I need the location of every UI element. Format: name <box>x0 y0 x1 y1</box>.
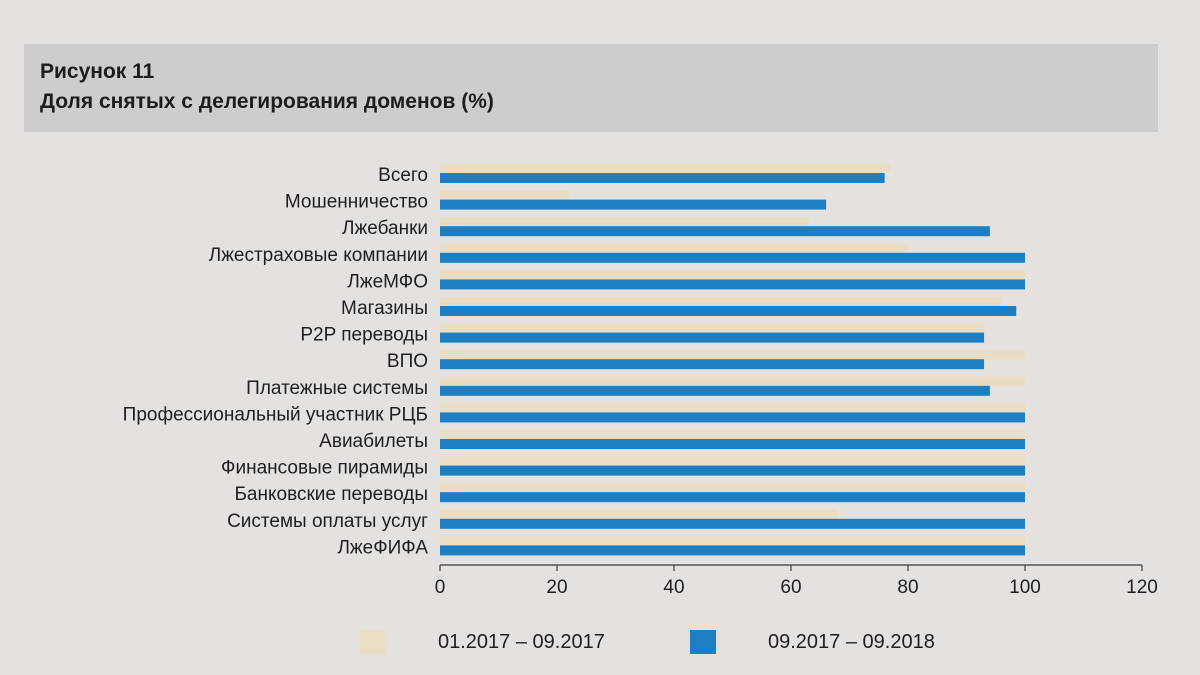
chart-legend: 01.2017 – 09.2017 09.2017 – 09.2018 <box>360 630 1000 664</box>
category-label-11: Финансовые пирамиды <box>221 458 428 479</box>
bar-series-1-10 <box>440 430 1025 439</box>
x-tick-label-2: 40 <box>663 577 684 598</box>
legend-swatch-series-1 <box>360 630 386 654</box>
bar-series-1-4 <box>440 270 1025 280</box>
category-label-2: Лжебанки <box>342 218 428 239</box>
bar-series-2-12 <box>440 492 1025 503</box>
bar-series-2-14 <box>440 545 1025 556</box>
legend-swatch-series-2 <box>690 630 716 654</box>
bar-series-1-8 <box>440 376 1025 386</box>
figure-title: Доля снятых с делегирования доменов (%) <box>40 90 494 113</box>
category-label-4: ЛжеМФО <box>347 271 428 292</box>
legend-label-series-2: 09.2017 – 09.2018 <box>768 630 935 653</box>
category-label-3: Лжестраховые компании <box>209 245 428 266</box>
category-label-7: ВПО <box>387 351 428 372</box>
bar-series-1-2 <box>440 217 809 227</box>
figure-number: Рисунок 11 <box>40 60 155 83</box>
category-label-9: Профессиональный участник РЦБ <box>123 404 428 425</box>
legend-item-series-1: 01.2017 – 09.2017 <box>360 630 605 654</box>
x-tick-label-4: 80 <box>897 577 918 598</box>
bar-series-1-9 <box>440 403 1025 413</box>
category-label-6: P2P переводы <box>300 325 428 346</box>
bar-series-1-1 <box>440 190 569 200</box>
bar-series-1-0 <box>440 164 891 173</box>
x-tick-label-1: 20 <box>546 577 567 598</box>
x-tick-label-6: 120 <box>1126 577 1158 598</box>
bar-series-2-7 <box>440 359 985 370</box>
bar-series-1-13 <box>440 509 838 519</box>
bar-series-2-11 <box>440 465 1025 476</box>
category-label-14: ЛжеФИФА <box>337 537 428 558</box>
bar-series-2-0 <box>440 173 885 183</box>
category-label-10: Авиабилеты <box>319 431 428 452</box>
bar-series-2-5 <box>440 306 1017 316</box>
bar-series-2-3 <box>440 252 1025 263</box>
bar-series-1-11 <box>440 456 1025 466</box>
bar-series-2-1 <box>440 199 827 210</box>
bar-series-2-9 <box>440 412 1025 423</box>
x-tick-label-3: 60 <box>780 577 801 598</box>
legend-label-series-1: 01.2017 – 09.2017 <box>438 630 605 653</box>
x-tick-label-5: 100 <box>1009 577 1041 598</box>
bar-series-2-13 <box>440 518 1025 529</box>
bar-series-1-7 <box>440 350 1025 360</box>
bar-series-1-5 <box>440 297 1002 306</box>
bar-series-1-14 <box>440 536 1025 546</box>
category-label-0: Всего <box>378 165 428 186</box>
bar-series-2-8 <box>440 385 990 396</box>
bar-series-2-10 <box>440 439 1025 449</box>
category-label-13: Системы оплаты услуг <box>227 511 428 532</box>
bar-series-2-2 <box>440 226 990 237</box>
bar-series-1-6 <box>440 323 985 333</box>
bar-series-2-6 <box>440 332 985 343</box>
bar-series-2-4 <box>440 279 1025 290</box>
x-tick-label-0: 0 <box>435 577 446 598</box>
category-label-8: Платежные системы <box>246 378 428 399</box>
category-label-5: Магазины <box>341 298 428 319</box>
figure-header: Рисунок 11 Доля снятых с делегирования д… <box>24 44 1158 132</box>
bar-series-1-12 <box>440 483 1025 493</box>
category-label-1: Мошенничество <box>285 192 428 213</box>
legend-item-series-2: 09.2017 – 09.2018 <box>690 630 935 654</box>
bar-series-1-3 <box>440 243 908 253</box>
category-label-12: Банковские переводы <box>234 484 428 505</box>
